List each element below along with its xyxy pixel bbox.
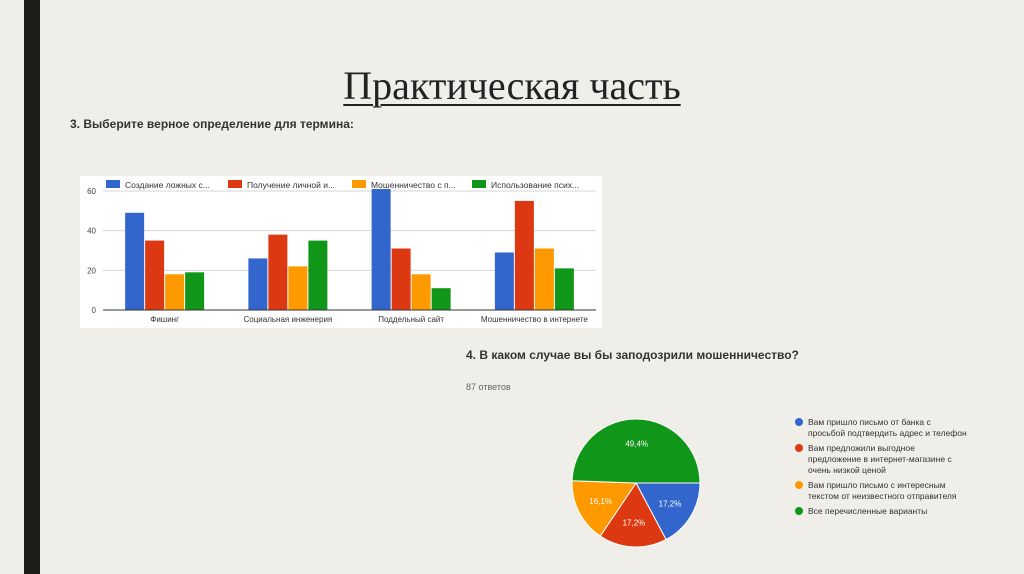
page-title: Практическая часть: [343, 63, 681, 108]
bar: [371, 189, 391, 310]
legend-label: Мошенничество с п...: [371, 180, 456, 190]
bar: [185, 272, 205, 310]
bar: [248, 258, 268, 310]
legend-dot-icon: [795, 444, 803, 452]
pie-legend-item: Вам пришло письмо с интересным текстом о…: [795, 480, 970, 502]
x-tick-label: Поддельный сайт: [378, 315, 444, 324]
pie-legend-item: Вам предложили выгодное предложение в ин…: [795, 443, 970, 476]
legend-swatch: [228, 180, 242, 188]
y-tick-label: 60: [87, 187, 96, 196]
bar: [554, 268, 574, 310]
legend-label: Использование псих...: [491, 180, 579, 190]
bar: [288, 266, 308, 310]
legend-swatch: [472, 180, 486, 188]
bar: [514, 200, 534, 310]
pie-slice-label: 17,2%: [623, 519, 646, 528]
bar: [125, 212, 145, 310]
bar: [391, 248, 411, 310]
bar: [145, 240, 165, 310]
bar: [411, 274, 431, 310]
pie-slice: [571, 480, 637, 537]
answers-count: 87 ответов: [466, 382, 511, 392]
y-tick-label: 20: [87, 266, 96, 275]
pie-legend-item: Вам пришло письмо от банка с просьбой по…: [795, 417, 970, 439]
pie-slice: [599, 482, 667, 548]
question-4-title: 4. В каком случае вы бы заподозрили моше…: [466, 348, 799, 362]
bar: [165, 274, 185, 310]
bar: [494, 252, 514, 310]
legend-swatch: [106, 180, 120, 188]
bar: [268, 234, 288, 310]
question-3-title: 3. Выберите верное определение для терми…: [70, 117, 354, 131]
legend-label: Создание ложных с...: [125, 180, 210, 190]
left-accent-bar: [24, 0, 40, 574]
y-tick-label: 40: [87, 227, 96, 236]
pie-legend-item: Все перечисленные варианты: [795, 506, 970, 517]
legend-dot-icon: [795, 507, 803, 515]
y-tick-label: 0: [92, 306, 97, 315]
pie-legend-label: Все перечисленные варианты: [808, 506, 928, 516]
bar: [308, 240, 328, 310]
legend-swatch: [352, 180, 366, 188]
x-tick-label: Мошенничество в интернете: [481, 315, 588, 324]
pie-slice: [635, 482, 701, 541]
x-tick-label: Фишинг: [150, 315, 179, 324]
x-tick-label: Социальная инженерия: [243, 315, 332, 324]
legend-dot-icon: [795, 481, 803, 489]
pie-slice-label: 17,2%: [659, 499, 682, 508]
pie-slice-label: 16,1%: [589, 497, 612, 506]
bar: [431, 288, 451, 310]
legend-dot-icon: [795, 418, 803, 426]
pie-legend: Вам пришло письмо от банка с просьбой по…: [795, 417, 970, 521]
pie-legend-label: Вам предложили выгодное предложение в ин…: [808, 443, 952, 475]
pie-slice-label: 49,4%: [625, 439, 648, 448]
pie-legend-label: Вам пришло письмо с интересным текстом о…: [808, 480, 957, 501]
legend-label: Получение личной и...: [247, 180, 335, 190]
pie-legend-label: Вам пришло письмо от банка с просьбой по…: [808, 417, 967, 438]
bar: [534, 248, 554, 310]
pie-slice: [571, 418, 701, 484]
